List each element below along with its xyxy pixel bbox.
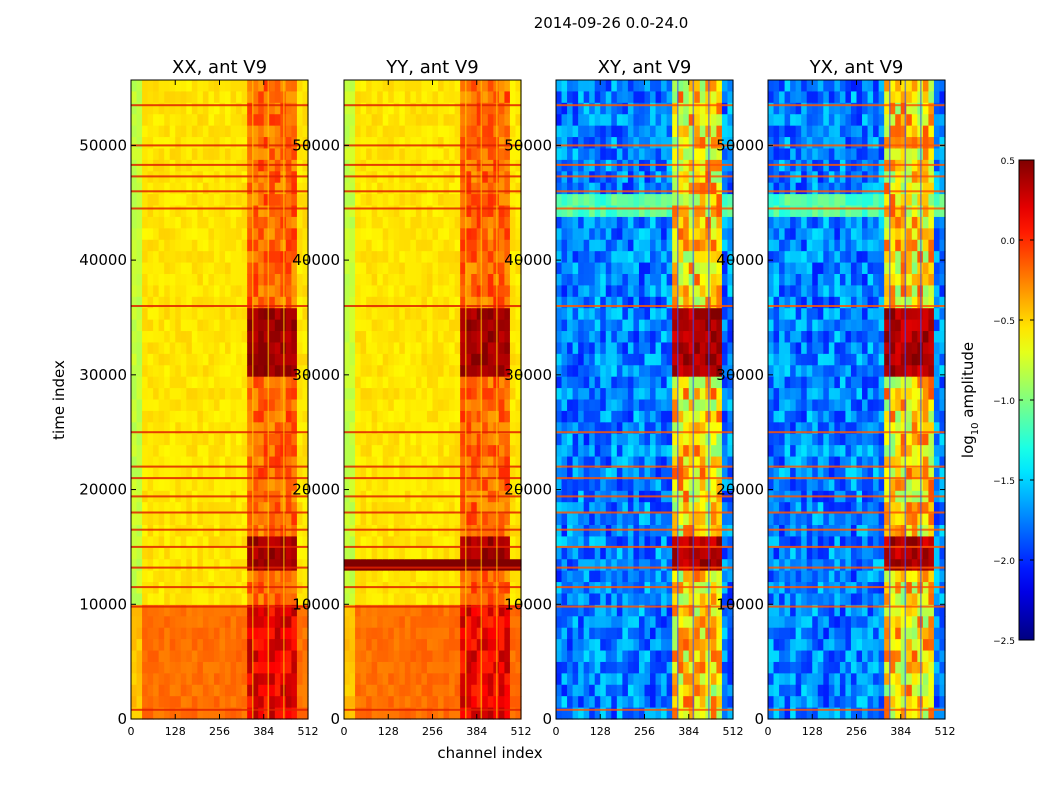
colorbar-tick-label: 0.5 [1001, 157, 1015, 167]
x-tick-label: 0 [128, 725, 135, 738]
x-tick-label: 384 [466, 725, 487, 738]
y-tick-label: 30000 [504, 366, 552, 384]
y-tick-label: 50000 [716, 136, 764, 154]
y-tick-label: 40000 [504, 251, 552, 269]
x-tick-label: 512 [511, 725, 532, 738]
y-tick-label: 50000 [292, 136, 340, 154]
panel-yy: YY, ant V9 0 128 256 384 512 0 10000 20000 30000 4… [292, 57, 531, 738]
panel-title-yx: YX, ant V9 [809, 57, 904, 78]
y-tick-label: 10000 [716, 595, 764, 613]
y-tick-label: 30000 [79, 366, 127, 384]
y-tick-label: 0 [542, 710, 552, 728]
figure-suptitle: 2014-09-26 0.0-24.0 [534, 14, 689, 32]
x-tick-label: 256 [846, 725, 867, 738]
x-tick-label: 128 [165, 725, 186, 738]
colorbar-tick-label: −1.5 [993, 477, 1015, 487]
colorbar-tick-label: −0.5 [993, 317, 1015, 327]
x-tick-label: 512 [723, 725, 744, 738]
y-axis-label: time index [50, 360, 68, 440]
colorbar-tick-label: −2.0 [993, 557, 1015, 567]
y-tick-label: 40000 [79, 251, 127, 269]
panel-title-xy: XY, ant V9 [598, 57, 692, 78]
y-tick-label: 10000 [504, 595, 552, 613]
y-tick-label: 0 [117, 710, 127, 728]
x-tick-label: 0 [553, 725, 560, 738]
x-tick-label: 128 [802, 725, 823, 738]
x-tick-label: 384 [678, 725, 699, 738]
y-tick-label: 30000 [292, 366, 340, 384]
y-tick-label: 50000 [79, 136, 127, 154]
heatmap-panels: XX, ant V9 0 128 256 384 512 0 10000 20000 30000 4… [79, 57, 955, 738]
panel-xy: XY, ant V9 0 128 256 384 512 0 10000 20000 30000 4… [504, 57, 743, 738]
panel-xx: XX, ant V9 0 128 256 384 512 0 10000 20000 30000 4… [79, 57, 318, 738]
x-tick-label: 512 [298, 725, 319, 738]
y-tick-label: 30000 [716, 366, 764, 384]
x-axis-label: channel index [437, 744, 542, 762]
panel-title-yy: YY, ant V9 [385, 57, 478, 78]
x-tick-label: 384 [890, 725, 911, 738]
colorbar-tick-label: 0.0 [1001, 237, 1016, 247]
colorbar-label: log10 amplitude [959, 342, 981, 458]
x-tick-label: 0 [341, 725, 348, 738]
x-tick-label: 256 [422, 725, 443, 738]
y-tick-label: 20000 [79, 481, 127, 499]
colorbar-tick-label: −1.0 [993, 397, 1015, 407]
y-tick-label: 20000 [504, 481, 552, 499]
x-tick-label: 0 [765, 725, 772, 738]
y-tick-label: 50000 [504, 136, 552, 154]
y-tick-label: 20000 [292, 481, 340, 499]
panel-yx: YX, ant V9 0 128 256 384 512 0 10000 20000 30000 4… [716, 57, 955, 738]
x-tick-label: 128 [590, 725, 611, 738]
x-tick-label: 128 [378, 725, 399, 738]
colorbar-tick-label: −2.5 [993, 637, 1015, 647]
panel-title-xx: XX, ant V9 [172, 57, 267, 78]
x-tick-label: 256 [634, 725, 655, 738]
y-tick-label: 40000 [292, 251, 340, 269]
x-tick-label: 512 [935, 725, 956, 738]
y-tick-label: 0 [330, 710, 340, 728]
x-tick-label: 256 [209, 725, 230, 738]
y-tick-label: 0 [754, 710, 764, 728]
x-tick-label: 384 [253, 725, 274, 738]
y-tick-label: 40000 [716, 251, 764, 269]
y-tick-label: 20000 [716, 481, 764, 499]
y-tick-label: 10000 [79, 595, 127, 613]
colorbar: 0.5 0.0 −0.5 −1.0 −1.5 −2.0 −2.5 [993, 157, 1035, 647]
y-tick-label: 10000 [292, 595, 340, 613]
